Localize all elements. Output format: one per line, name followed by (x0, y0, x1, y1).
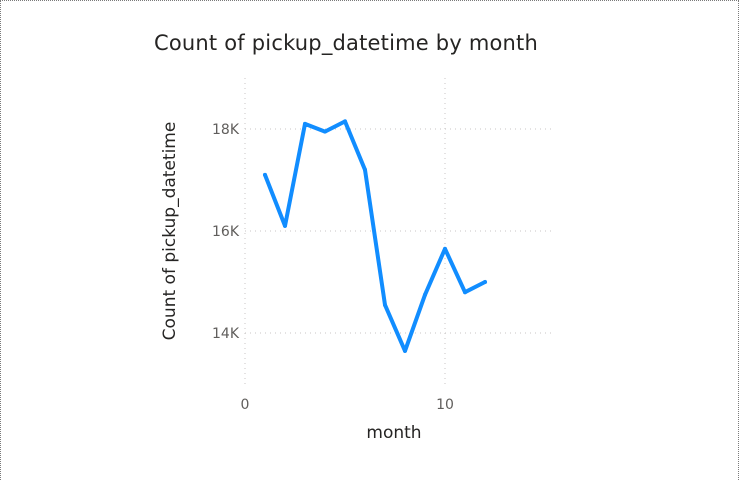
data-point[interactable] (323, 129, 327, 134)
data-point[interactable] (303, 121, 307, 126)
data-point[interactable] (403, 348, 407, 353)
data-point[interactable] (483, 280, 487, 284)
data-point[interactable] (343, 119, 347, 124)
data-point[interactable] (463, 290, 467, 295)
y-tick-label: 14K (212, 326, 240, 342)
series-group (263, 119, 487, 353)
y-tick-label: 18K (212, 122, 240, 138)
y-axis-title: Count of pickup_datetime (160, 122, 180, 341)
data-point[interactable] (443, 246, 447, 251)
data-point[interactable] (363, 167, 367, 172)
x-axis-ticks: 0 10 (241, 397, 454, 413)
gridlines (244, 78, 555, 384)
chart-title: Count of pickup_datetime by month (154, 31, 538, 55)
x-tick-label: 10 (436, 397, 454, 413)
y-tick-label: 16K (212, 224, 240, 240)
series-line[interactable] (263, 119, 487, 353)
x-axis-title: month (366, 423, 421, 443)
data-point[interactable] (383, 302, 387, 307)
data-point[interactable] (283, 223, 287, 228)
data-point[interactable] (263, 172, 267, 177)
x-tick-label: 0 (241, 397, 250, 413)
data-point[interactable] (423, 292, 427, 297)
y-axis-ticks: 14K 16K 18K (212, 122, 240, 342)
